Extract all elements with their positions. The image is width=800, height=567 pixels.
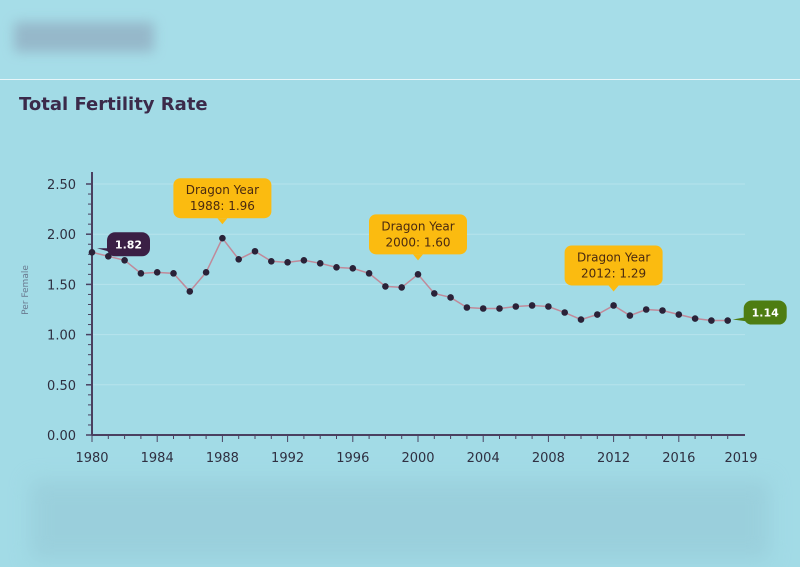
data-point — [463, 304, 471, 311]
series-line — [91, 236, 728, 322]
dragon-year-callout — [369, 214, 467, 255]
data-point — [333, 264, 340, 271]
data-point — [235, 255, 242, 263]
callout-pointer — [217, 218, 228, 225]
callout-title: Dragon Year — [381, 219, 454, 233]
data-point — [186, 288, 194, 295]
data-point — [642, 306, 650, 313]
data-point — [137, 270, 145, 277]
data-point — [561, 309, 568, 316]
data-point — [349, 265, 357, 272]
x-tick-label: 2008 — [532, 451, 565, 466]
data-point — [447, 294, 454, 301]
end-value-badge — [743, 300, 787, 325]
data-point — [300, 257, 308, 264]
data-point — [284, 259, 291, 266]
data-point — [528, 302, 536, 309]
data-point — [610, 302, 617, 309]
x-tick-label: 2004 — [467, 451, 500, 466]
end-value-label: 1.14 — [752, 307, 779, 320]
data-point — [512, 303, 520, 310]
x-tick-label: 2016 — [662, 451, 695, 466]
data-point — [659, 307, 666, 314]
data-point — [414, 271, 422, 278]
callout-pointer — [608, 285, 619, 292]
callout-value: 1988: 1.96 — [190, 199, 255, 213]
blurred-logo — [14, 22, 154, 52]
data-point — [594, 311, 601, 318]
callout-value: 2000: 1.60 — [385, 235, 450, 249]
blurred-footer — [30, 480, 770, 560]
x-tick-label: 1980 — [75, 451, 108, 466]
data-point — [170, 270, 177, 277]
blurred-header — [0, 0, 800, 80]
chart-title: Total Fertility Rate — [19, 94, 208, 115]
data-point — [398, 284, 406, 291]
x-tick-label: 2012 — [597, 451, 630, 466]
y-axis-label: Per Female — [21, 265, 31, 315]
callout-value: 2012: 1.29 — [581, 266, 646, 280]
x-tick-label: 1984 — [141, 451, 174, 466]
data-point — [316, 260, 324, 267]
y-tick-label: 2.50 — [47, 178, 76, 193]
y-tick-label: 0.00 — [47, 429, 76, 444]
data-point — [545, 303, 552, 310]
y-tick-label: 0.50 — [47, 379, 76, 394]
dragon-year-callout — [173, 178, 272, 219]
data-point — [431, 290, 438, 297]
x-tick-label: 1992 — [271, 451, 304, 466]
data-point — [691, 315, 699, 322]
data-point — [675, 311, 683, 318]
callout-title: Dragon Year — [186, 183, 259, 197]
data-point — [724, 317, 731, 324]
badge-pointer — [97, 248, 119, 255]
data-point — [626, 312, 634, 319]
x-tick-label: 2019 — [724, 451, 757, 466]
data-point — [268, 258, 275, 265]
y-tick-label: 2.00 — [47, 228, 76, 243]
data-point — [365, 270, 373, 277]
start-value-label: 1.82 — [115, 238, 142, 251]
start-value-badge — [107, 232, 150, 257]
data-point — [382, 283, 389, 290]
dragon-year-callout — [564, 245, 663, 286]
y-tick-label: 1.50 — [47, 278, 76, 293]
data-point — [496, 305, 503, 312]
data-point — [121, 257, 128, 264]
y-tick-label: 1.00 — [47, 329, 76, 344]
data-point — [202, 269, 210, 276]
data-point — [577, 316, 585, 323]
data-point — [479, 305, 487, 312]
data-point — [153, 269, 161, 276]
x-tick-label: 1996 — [336, 451, 369, 466]
data-point — [105, 252, 112, 260]
x-tick-label: 1988 — [206, 451, 239, 466]
data-point — [88, 248, 96, 256]
x-tick-label: 2000 — [401, 451, 434, 466]
callout-title: Dragon Year — [577, 250, 650, 264]
callout-pointer — [413, 254, 423, 261]
data-point — [251, 247, 259, 255]
badge-pointer — [732, 316, 756, 323]
data-point — [708, 317, 715, 324]
data-point — [219, 234, 226, 242]
